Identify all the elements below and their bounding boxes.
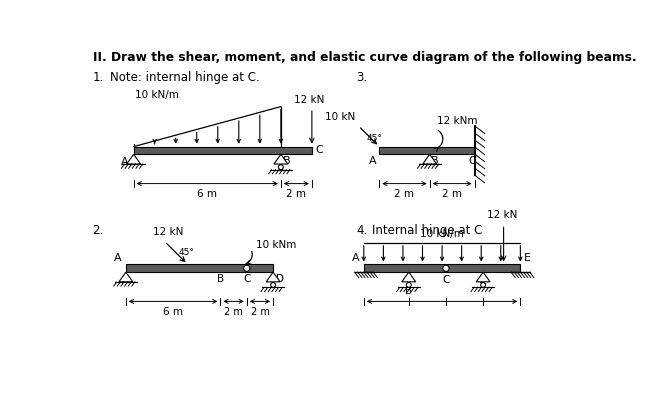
Polygon shape <box>402 272 416 282</box>
Circle shape <box>481 282 486 287</box>
Text: Note: internal hinge at C.: Note: internal hinge at C. <box>111 71 260 84</box>
Text: A: A <box>121 158 129 167</box>
Polygon shape <box>423 154 437 164</box>
Text: B: B <box>282 156 290 166</box>
Text: 12 kN: 12 kN <box>294 95 324 105</box>
Text: C: C <box>468 156 476 166</box>
Circle shape <box>244 265 250 271</box>
Text: 45°: 45° <box>366 133 382 142</box>
Text: 12 kN: 12 kN <box>153 227 183 237</box>
Text: C: C <box>243 274 250 284</box>
Text: 12 kNm: 12 kNm <box>438 116 478 126</box>
Bar <box>364 265 520 272</box>
Polygon shape <box>127 154 141 164</box>
Text: B: B <box>405 286 412 296</box>
Bar <box>380 147 475 154</box>
Text: A: A <box>368 156 376 166</box>
Text: 10 kN/m: 10 kN/m <box>135 90 179 101</box>
Text: A: A <box>352 253 360 263</box>
Text: 12 kN: 12 kN <box>487 210 517 220</box>
Text: 3.: 3. <box>356 71 367 84</box>
Text: 2 m: 2 m <box>250 307 269 317</box>
Text: 2 m: 2 m <box>286 189 306 199</box>
Bar <box>126 265 273 272</box>
Circle shape <box>406 282 411 287</box>
Circle shape <box>278 165 283 170</box>
Polygon shape <box>476 272 490 282</box>
Text: D: D <box>276 274 284 284</box>
Text: B: B <box>217 274 224 284</box>
Text: 10 kN/m: 10 kN/m <box>420 229 464 239</box>
Text: II. Draw the shear, moment, and elastic curve diagram of the following beams.: II. Draw the shear, moment, and elastic … <box>93 51 636 64</box>
Bar <box>134 147 312 154</box>
Text: 2 m: 2 m <box>394 189 414 199</box>
Text: 2 m: 2 m <box>442 189 462 199</box>
Text: A: A <box>114 253 121 263</box>
Text: 4.: 4. <box>356 223 368 236</box>
Text: Internal hinge at C: Internal hinge at C <box>372 223 482 236</box>
Text: C: C <box>442 275 450 285</box>
Text: 6 m: 6 m <box>197 189 217 199</box>
Text: 1.: 1. <box>93 71 104 84</box>
Text: D: D <box>479 275 487 285</box>
Text: 10 kN: 10 kN <box>325 112 356 122</box>
Polygon shape <box>266 272 280 282</box>
Circle shape <box>443 265 449 271</box>
Text: E: E <box>524 253 531 263</box>
Text: 10 kNm: 10 kNm <box>256 240 296 250</box>
Polygon shape <box>274 154 288 164</box>
Text: B: B <box>431 156 439 166</box>
Text: C: C <box>316 145 324 155</box>
Text: 2.: 2. <box>93 223 104 236</box>
Text: 6 m: 6 m <box>163 307 183 317</box>
Circle shape <box>270 282 276 287</box>
Text: 45°: 45° <box>178 248 194 257</box>
Text: 2 m: 2 m <box>224 307 243 317</box>
Polygon shape <box>119 272 133 282</box>
